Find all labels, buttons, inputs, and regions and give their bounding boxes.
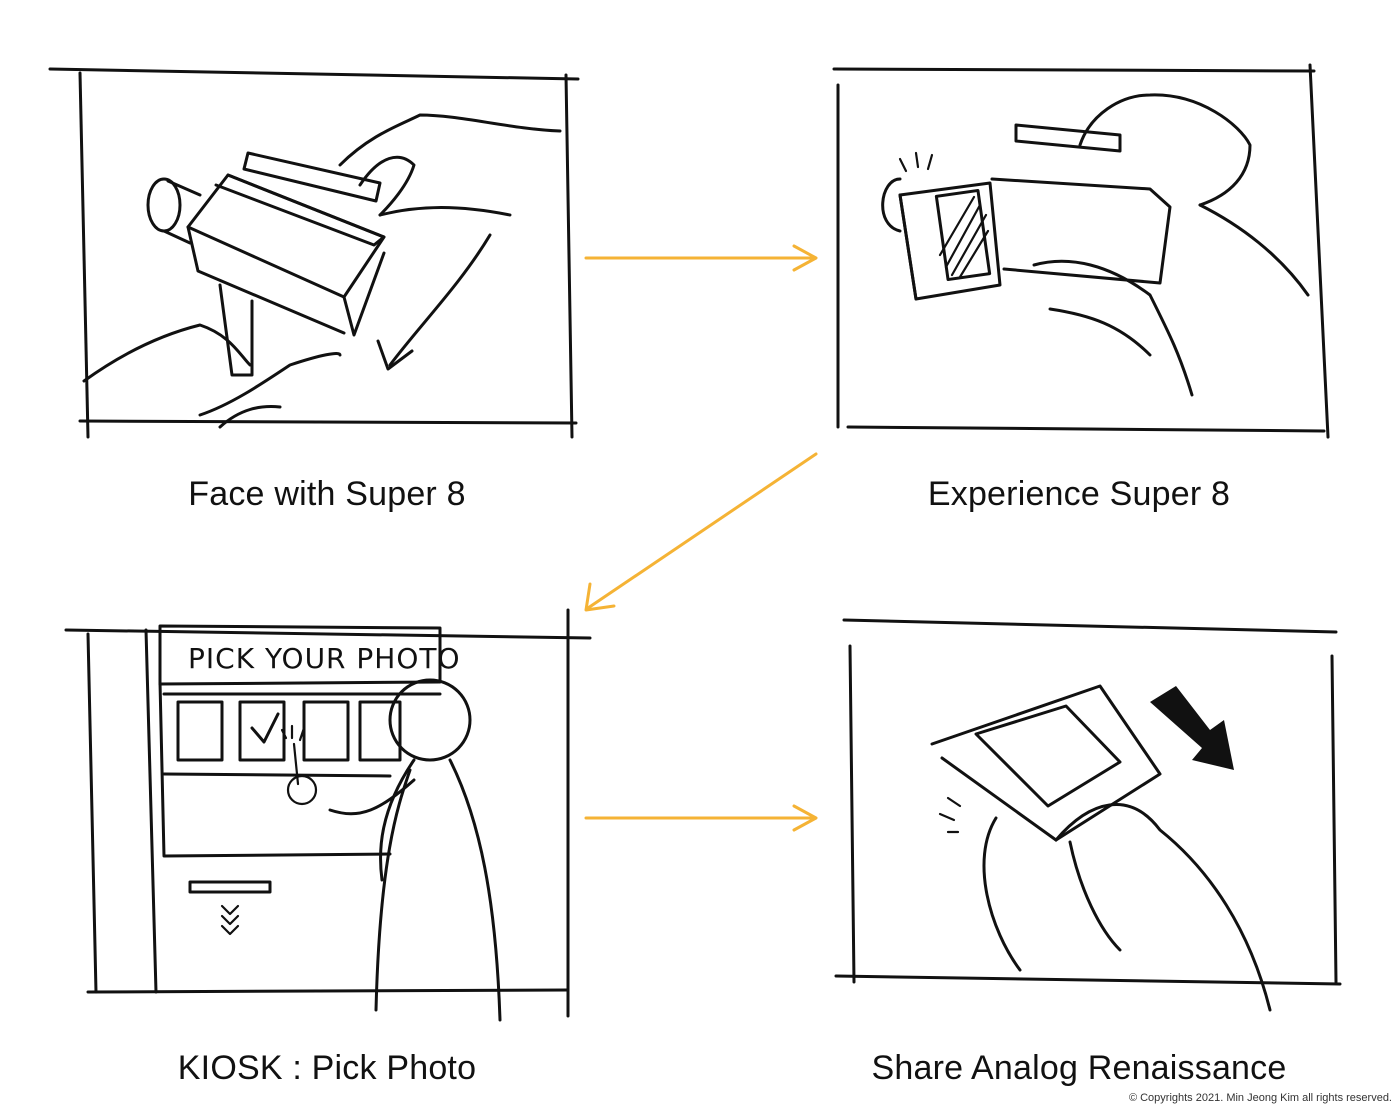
- kiosk-screen-title: PICK YOUR PHOTO: [188, 642, 461, 675]
- flow-arrow-diagonal: [584, 452, 818, 612]
- copyright-notice: © Copyrights 2021. Min Jeong Kim all rig…: [1128, 1092, 1392, 1104]
- storyboard-panel-kiosk: PICK YOUR PHOTO: [60, 608, 600, 1030]
- flow-arrow-right-bottom: [584, 804, 818, 832]
- caption-share-analog: Share Analog Renaissance: [871, 1049, 1287, 1087]
- caption-experience-super8: Experience Super 8: [927, 475, 1231, 513]
- storyboard-panel-face: [40, 55, 600, 455]
- flow-arrow-right-top: [584, 244, 818, 272]
- storyboard-panel-experience: [820, 55, 1350, 455]
- sketch-print-hand: [834, 618, 1342, 1012]
- caption-face-with-super8: Face with Super 8: [188, 475, 466, 513]
- sketch-camera-hands: [48, 67, 580, 439]
- storyboard-panel-share: [820, 610, 1360, 1030]
- sketch-kiosk-screen: PICK YOUR PHOTO: [64, 608, 592, 1022]
- sketch-film-cartridge: [832, 63, 1330, 439]
- caption-kiosk-pick-photo: KIOSK : Pick Photo: [177, 1049, 477, 1087]
